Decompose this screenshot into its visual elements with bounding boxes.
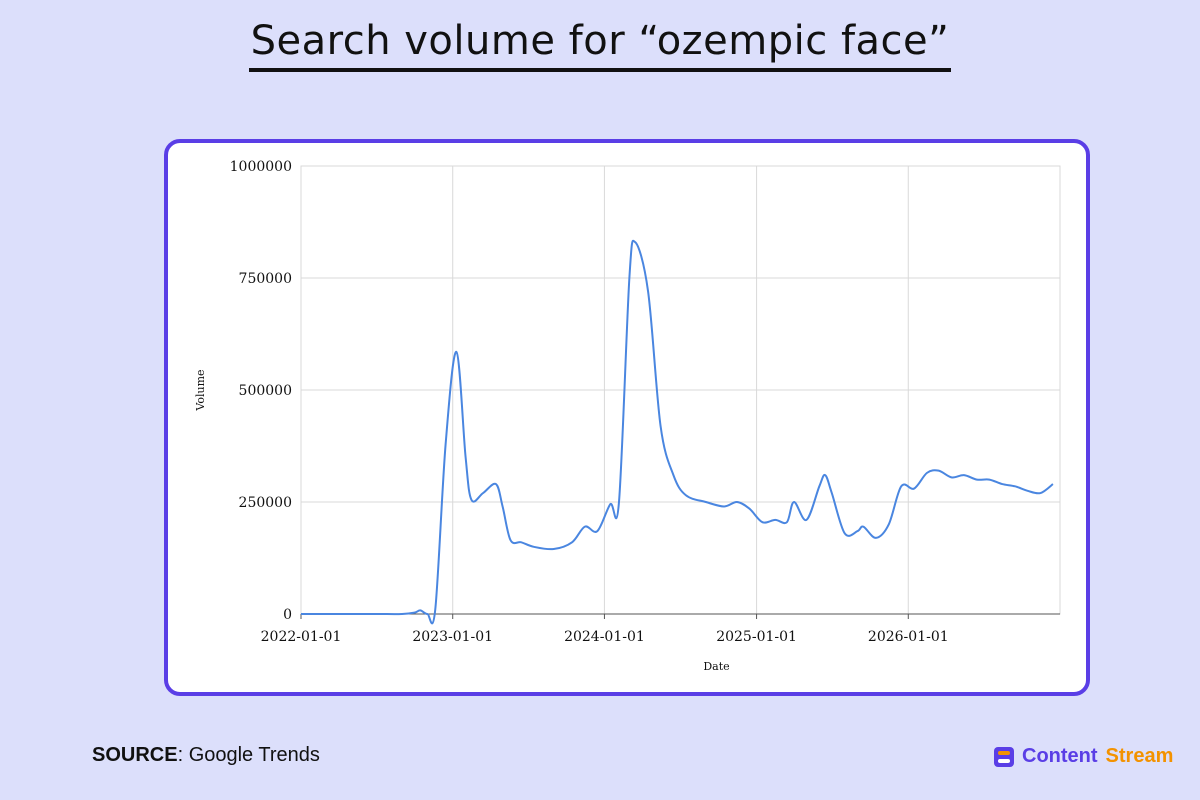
content-stream-logo-icon (994, 746, 1014, 767)
source-note: SOURCE: Google Trends (92, 744, 320, 767)
y-tick-label: 500000 (239, 383, 292, 399)
source-value: : Google Trends (177, 744, 320, 766)
x-tick-label: 2023-01-01 (412, 629, 493, 645)
y-tick-label: 250000 (239, 495, 292, 511)
y-tick-label: 750000 (239, 271, 292, 287)
series-line (301, 239, 1054, 625)
x-tick-label: 2026-01-01 (868, 629, 949, 645)
chart-title: Search volume for “ozempic face” (248, 18, 952, 72)
chart-card: 0 250000 500000 750000 1000000 2022-01-01 2023… (164, 139, 1090, 696)
y-tick-label: 0 (283, 607, 292, 623)
x-tick-label: 2024-01-01 (564, 629, 645, 645)
y-tick-label: 1000000 (230, 159, 292, 175)
y-axis-title: Volume (194, 369, 207, 411)
brand-name-part2: Stream (1105, 745, 1174, 767)
brand-logo: Content Stream (994, 745, 1173, 768)
x-axis-title: Date (703, 660, 729, 673)
source-label: SOURCE (92, 744, 178, 766)
brand-name-part1: Content (1022, 745, 1098, 767)
line-chart: 0 250000 500000 750000 1000000 2022-01-01 2023… (194, 159, 1061, 673)
chart-title-wrap: Search volume for “ozempic face” (0, 18, 1200, 72)
x-tick-label: 2022-01-01 (261, 629, 342, 645)
x-tick-label: 2025-01-01 (716, 629, 797, 645)
